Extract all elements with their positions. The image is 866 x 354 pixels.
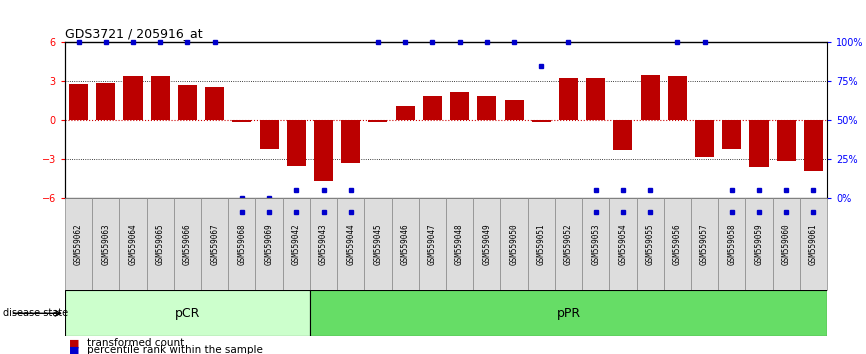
Text: GSM559045: GSM559045 [373, 223, 383, 265]
Text: pPR: pPR [556, 307, 580, 320]
FancyBboxPatch shape [746, 198, 772, 290]
Text: GSM559064: GSM559064 [128, 223, 138, 265]
Bar [69, 84, 88, 120]
Text: GSM559067: GSM559067 [210, 223, 219, 265]
FancyBboxPatch shape [501, 198, 527, 290]
Bar [151, 76, 170, 120]
FancyBboxPatch shape [391, 198, 419, 290]
Bar [613, 120, 632, 150]
Text: GSM559055: GSM559055 [646, 223, 655, 265]
Text: GSM559063: GSM559063 [101, 223, 110, 265]
Text: GDS3721 / 205916_at: GDS3721 / 205916_at [65, 27, 203, 40]
Bar [450, 92, 469, 120]
Bar [368, 120, 387, 122]
Text: GSM559046: GSM559046 [401, 223, 410, 265]
FancyBboxPatch shape [337, 198, 365, 290]
Text: ■: ■ [69, 346, 80, 354]
FancyBboxPatch shape [419, 198, 446, 290]
FancyBboxPatch shape [201, 198, 229, 290]
FancyBboxPatch shape [255, 198, 282, 290]
FancyBboxPatch shape [446, 198, 473, 290]
Text: GSM559066: GSM559066 [183, 223, 192, 265]
Bar [586, 78, 605, 120]
Bar [695, 120, 714, 157]
Bar [232, 120, 251, 122]
FancyBboxPatch shape [772, 198, 800, 290]
Bar [423, 96, 442, 120]
Text: GSM559042: GSM559042 [292, 223, 301, 265]
Bar [178, 85, 197, 120]
Text: GSM559048: GSM559048 [456, 223, 464, 265]
Bar [260, 120, 279, 149]
FancyBboxPatch shape [555, 198, 582, 290]
FancyBboxPatch shape [365, 198, 391, 290]
FancyBboxPatch shape [582, 198, 610, 290]
Bar [777, 120, 796, 161]
Text: percentile rank within the sample: percentile rank within the sample [87, 346, 262, 354]
FancyBboxPatch shape [527, 198, 555, 290]
Text: GSM559053: GSM559053 [591, 223, 600, 265]
FancyBboxPatch shape [92, 198, 120, 290]
Text: GSM559060: GSM559060 [782, 223, 791, 265]
Bar [559, 78, 578, 120]
Text: GSM559050: GSM559050 [509, 223, 519, 265]
FancyBboxPatch shape [174, 198, 201, 290]
Text: disease state: disease state [3, 308, 68, 318]
Bar [396, 106, 415, 120]
Text: pCR: pCR [175, 307, 200, 320]
Text: GSM559054: GSM559054 [618, 223, 627, 265]
FancyBboxPatch shape [473, 198, 501, 290]
FancyBboxPatch shape [310, 290, 827, 336]
Bar [532, 120, 551, 122]
Bar [124, 76, 143, 120]
Text: GSM559052: GSM559052 [564, 223, 573, 265]
Text: GSM559068: GSM559068 [237, 223, 246, 265]
Bar [722, 120, 741, 149]
Text: ■: ■ [69, 338, 80, 348]
Text: GSM559065: GSM559065 [156, 223, 165, 265]
FancyBboxPatch shape [310, 198, 337, 290]
Text: GSM559044: GSM559044 [346, 223, 355, 265]
Text: GSM559043: GSM559043 [319, 223, 328, 265]
FancyBboxPatch shape [610, 198, 637, 290]
Bar [477, 96, 496, 120]
Text: GSM559058: GSM559058 [727, 223, 736, 265]
Bar [505, 100, 524, 120]
Text: GSM559056: GSM559056 [673, 223, 682, 265]
Bar [205, 87, 224, 120]
Bar [749, 120, 768, 167]
FancyBboxPatch shape [229, 198, 255, 290]
FancyBboxPatch shape [691, 198, 718, 290]
Bar [668, 76, 687, 120]
FancyBboxPatch shape [146, 198, 174, 290]
Text: transformed count: transformed count [87, 338, 184, 348]
FancyBboxPatch shape [718, 198, 746, 290]
Text: GSM559047: GSM559047 [428, 223, 436, 265]
Bar [804, 120, 823, 171]
Text: GSM559049: GSM559049 [482, 223, 491, 265]
Bar [96, 84, 115, 120]
Text: GSM559059: GSM559059 [754, 223, 764, 265]
Bar [287, 120, 306, 166]
FancyBboxPatch shape [800, 198, 827, 290]
FancyBboxPatch shape [120, 198, 146, 290]
Bar [341, 120, 360, 163]
Bar [314, 120, 333, 181]
Text: GSM559061: GSM559061 [809, 223, 818, 265]
Text: GSM559069: GSM559069 [265, 223, 274, 265]
FancyBboxPatch shape [663, 198, 691, 290]
FancyBboxPatch shape [65, 198, 92, 290]
Text: GSM559057: GSM559057 [700, 223, 709, 265]
FancyBboxPatch shape [65, 290, 310, 336]
FancyBboxPatch shape [637, 198, 663, 290]
Text: GSM559062: GSM559062 [74, 223, 83, 265]
Bar [641, 75, 660, 120]
FancyBboxPatch shape [282, 198, 310, 290]
Text: GSM559051: GSM559051 [537, 223, 546, 265]
